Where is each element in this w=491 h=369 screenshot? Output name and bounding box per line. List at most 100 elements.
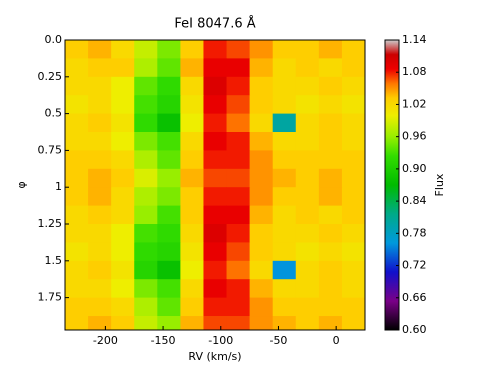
heatmap-cell <box>134 205 158 225</box>
heatmap-cell <box>88 187 112 207</box>
heatmap-cell <box>180 150 204 170</box>
heatmap-cell <box>249 316 274 330</box>
heatmap-cell <box>318 113 343 133</box>
heatmap-cell <box>157 95 181 115</box>
heatmap-cell <box>318 224 343 243</box>
heatmap-cell <box>157 279 181 299</box>
heatmap-cell <box>157 113 181 133</box>
heatmap-cell <box>88 113 112 133</box>
heatmap-cell <box>249 76 274 96</box>
heatmap-cell <box>180 132 204 151</box>
heatmap-cell <box>318 40 343 59</box>
colorbar-tick-label: 0.96 <box>402 130 427 143</box>
heatmap-cell <box>65 260 89 280</box>
heatmap-cell <box>88 95 112 115</box>
heatmap-cell <box>65 76 89 96</box>
heatmap-cell <box>295 132 320 151</box>
heatmap-cell <box>272 205 297 225</box>
heatmap-cell <box>65 168 89 188</box>
heatmap-cell <box>111 187 135 207</box>
heatmap <box>65 40 365 330</box>
heatmap-cell <box>249 242 274 262</box>
heatmap-cell <box>134 279 158 299</box>
heatmap-cell <box>111 224 135 243</box>
heatmap-cell <box>111 279 135 299</box>
heatmap-cell <box>226 76 251 96</box>
heatmap-cell <box>88 76 112 96</box>
heatmap-cell <box>88 150 112 170</box>
heatmap-cell <box>157 150 181 170</box>
heatmap-cell <box>111 150 135 170</box>
heatmap-cell <box>249 113 274 133</box>
x-tick-label: -100 <box>208 334 233 347</box>
heatmap-cell <box>203 187 228 207</box>
heatmap-cell <box>295 205 320 225</box>
heatmap-cell <box>180 224 204 243</box>
heatmap-cell <box>226 242 251 262</box>
heatmap-cell <box>134 132 158 151</box>
heatmap-cell <box>88 58 112 78</box>
colorbar-tick-label: 0.78 <box>402 226 427 239</box>
heatmap-cell <box>134 242 158 262</box>
heatmap-cell <box>249 205 274 225</box>
y-tick-label: 1.5 <box>45 254 63 267</box>
heatmap-cell <box>272 150 297 170</box>
heatmap-cell <box>134 168 158 188</box>
x-tick-label: 0 <box>333 334 340 347</box>
heatmap-cell <box>341 279 365 299</box>
heatmap-cell <box>157 224 181 243</box>
heatmap-cell <box>341 316 365 330</box>
colorbar-tick-label: 1.02 <box>402 97 427 110</box>
heatmap-cell <box>180 242 204 262</box>
heatmap-cell <box>318 168 343 188</box>
heatmap-cell <box>203 224 228 243</box>
x-tick-label: -200 <box>93 334 118 347</box>
heatmap-cell <box>318 297 343 317</box>
x-tick-label: -50 <box>269 334 287 347</box>
heatmap-cell <box>203 205 228 225</box>
heatmap-cell <box>295 260 320 280</box>
heatmap-cell <box>341 297 365 317</box>
heatmap-cell <box>180 76 204 96</box>
heatmap-cell <box>203 260 228 280</box>
heatmap-cell <box>272 76 297 96</box>
heatmap-cell <box>180 297 204 317</box>
heatmap-cell <box>249 279 274 299</box>
heatmap-cell <box>134 297 158 317</box>
heatmap-cell <box>318 316 343 330</box>
heatmap-cell <box>180 168 204 188</box>
heatmap-cell <box>134 95 158 115</box>
heatmap-cell <box>180 260 204 280</box>
heatmap-cell <box>65 40 89 59</box>
heatmap-cell <box>318 150 343 170</box>
heatmap-cell <box>226 58 251 78</box>
heatmap-cell <box>318 279 343 299</box>
heatmap-cell <box>180 187 204 207</box>
heatmap-cell <box>226 168 251 188</box>
heatmap-cell <box>111 297 135 317</box>
heatmap-cell <box>226 297 251 317</box>
heatmap-cell <box>341 95 365 115</box>
heatmap-cell <box>65 150 89 170</box>
heatmap-cell <box>318 132 343 151</box>
heatmap-cell <box>318 76 343 96</box>
heatmap-cell <box>157 297 181 317</box>
heatmap-cell <box>203 242 228 262</box>
heatmap-cell <box>341 224 365 243</box>
heatmap-cell <box>272 297 297 317</box>
x-tick-label: -150 <box>151 334 176 347</box>
heatmap-cell <box>341 242 365 262</box>
heatmap-cell <box>88 168 112 188</box>
heatmap-cell <box>157 316 181 330</box>
heatmap-cell <box>88 242 112 262</box>
heatmap-cell <box>295 113 320 133</box>
y-tick-label: 1.75 <box>38 291 63 304</box>
colorbar-tick-label: 0.66 <box>402 291 427 304</box>
heatmap-cell <box>203 76 228 96</box>
heatmap-cell <box>272 58 297 78</box>
heatmap-cell <box>341 150 365 170</box>
heatmap-cell <box>157 168 181 188</box>
colorbar-tick-label: 0.84 <box>402 194 427 207</box>
heatmap-cell <box>226 132 251 151</box>
heatmap-cell <box>341 76 365 96</box>
